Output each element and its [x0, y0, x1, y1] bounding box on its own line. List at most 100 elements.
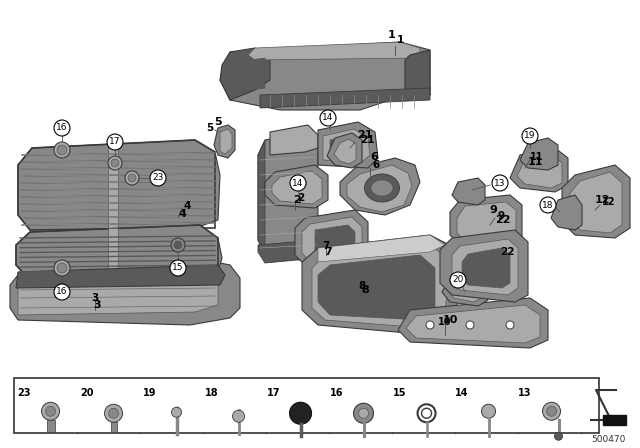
Polygon shape: [398, 298, 548, 348]
Polygon shape: [10, 258, 240, 325]
Text: 15: 15: [393, 388, 406, 398]
Polygon shape: [40, 270, 48, 282]
Circle shape: [422, 408, 431, 418]
Circle shape: [57, 145, 67, 155]
Polygon shape: [302, 235, 460, 335]
Text: 9: 9: [497, 211, 504, 221]
Text: 10: 10: [442, 315, 458, 325]
Polygon shape: [295, 210, 368, 265]
Polygon shape: [452, 239, 518, 295]
Polygon shape: [330, 135, 358, 160]
Polygon shape: [16, 265, 225, 288]
Polygon shape: [258, 240, 318, 263]
Polygon shape: [214, 125, 235, 158]
Text: 17: 17: [109, 138, 121, 146]
Polygon shape: [220, 48, 270, 100]
Text: 500470: 500470: [591, 435, 626, 444]
Text: 10: 10: [438, 317, 452, 327]
Circle shape: [547, 406, 557, 416]
Text: 13: 13: [518, 388, 531, 398]
Circle shape: [506, 321, 514, 329]
Polygon shape: [457, 202, 516, 244]
Text: 3: 3: [93, 300, 101, 310]
Text: 12: 12: [602, 197, 616, 207]
Polygon shape: [16, 225, 222, 278]
Text: 5: 5: [205, 123, 213, 133]
Circle shape: [417, 404, 436, 422]
Text: 1: 1: [388, 30, 396, 40]
Text: 14: 14: [323, 113, 333, 122]
Polygon shape: [517, 154, 562, 188]
Polygon shape: [520, 138, 558, 170]
Polygon shape: [265, 165, 328, 208]
Circle shape: [540, 197, 556, 213]
Polygon shape: [551, 195, 582, 230]
Circle shape: [54, 120, 70, 136]
Polygon shape: [318, 255, 435, 320]
Polygon shape: [80, 270, 88, 282]
Polygon shape: [258, 132, 318, 260]
Polygon shape: [447, 277, 483, 302]
Circle shape: [543, 402, 561, 420]
Circle shape: [232, 410, 244, 422]
Circle shape: [57, 263, 67, 273]
Text: 2: 2: [297, 193, 304, 203]
Polygon shape: [570, 172, 622, 233]
Text: 6: 6: [372, 160, 380, 170]
Circle shape: [45, 406, 56, 416]
Text: 6: 6: [370, 152, 378, 162]
Polygon shape: [47, 420, 54, 432]
Polygon shape: [318, 235, 445, 262]
Text: 20: 20: [452, 276, 464, 284]
Circle shape: [54, 142, 70, 158]
Polygon shape: [258, 140, 265, 255]
Text: 16: 16: [56, 288, 68, 297]
Text: 22: 22: [495, 215, 511, 225]
Circle shape: [481, 404, 495, 418]
Polygon shape: [318, 122, 378, 168]
Polygon shape: [111, 422, 116, 432]
Text: 14: 14: [292, 178, 304, 188]
Text: 1: 1: [397, 35, 404, 45]
Circle shape: [554, 432, 563, 440]
Polygon shape: [200, 270, 208, 282]
Polygon shape: [270, 125, 318, 155]
Circle shape: [111, 159, 119, 167]
Polygon shape: [450, 195, 522, 248]
Polygon shape: [22, 261, 218, 285]
Text: 3: 3: [92, 293, 99, 303]
Text: 7: 7: [324, 247, 332, 257]
Text: 22: 22: [500, 247, 515, 257]
Polygon shape: [323, 129, 370, 162]
Circle shape: [466, 321, 474, 329]
Text: 5: 5: [214, 117, 222, 127]
Polygon shape: [347, 165, 412, 212]
Polygon shape: [603, 415, 626, 425]
Text: 18: 18: [205, 388, 219, 398]
Polygon shape: [18, 140, 220, 230]
Polygon shape: [340, 158, 420, 215]
Polygon shape: [160, 270, 168, 282]
Text: 21: 21: [357, 130, 372, 140]
Circle shape: [54, 284, 70, 300]
Polygon shape: [406, 305, 540, 343]
Circle shape: [107, 134, 123, 150]
Circle shape: [522, 128, 538, 144]
Text: 15: 15: [172, 263, 184, 272]
Circle shape: [109, 408, 118, 418]
Text: 9: 9: [489, 205, 497, 215]
Polygon shape: [220, 129, 232, 154]
Circle shape: [290, 175, 306, 191]
Text: 13: 13: [494, 178, 506, 188]
Polygon shape: [108, 145, 118, 230]
Polygon shape: [315, 225, 355, 258]
Ellipse shape: [371, 180, 393, 196]
Polygon shape: [462, 248, 510, 288]
Polygon shape: [302, 217, 362, 262]
Text: 4: 4: [178, 209, 186, 219]
Circle shape: [125, 171, 139, 185]
Polygon shape: [440, 230, 528, 302]
FancyBboxPatch shape: [14, 378, 599, 433]
Text: 12: 12: [595, 195, 610, 205]
Text: 23: 23: [17, 388, 31, 398]
